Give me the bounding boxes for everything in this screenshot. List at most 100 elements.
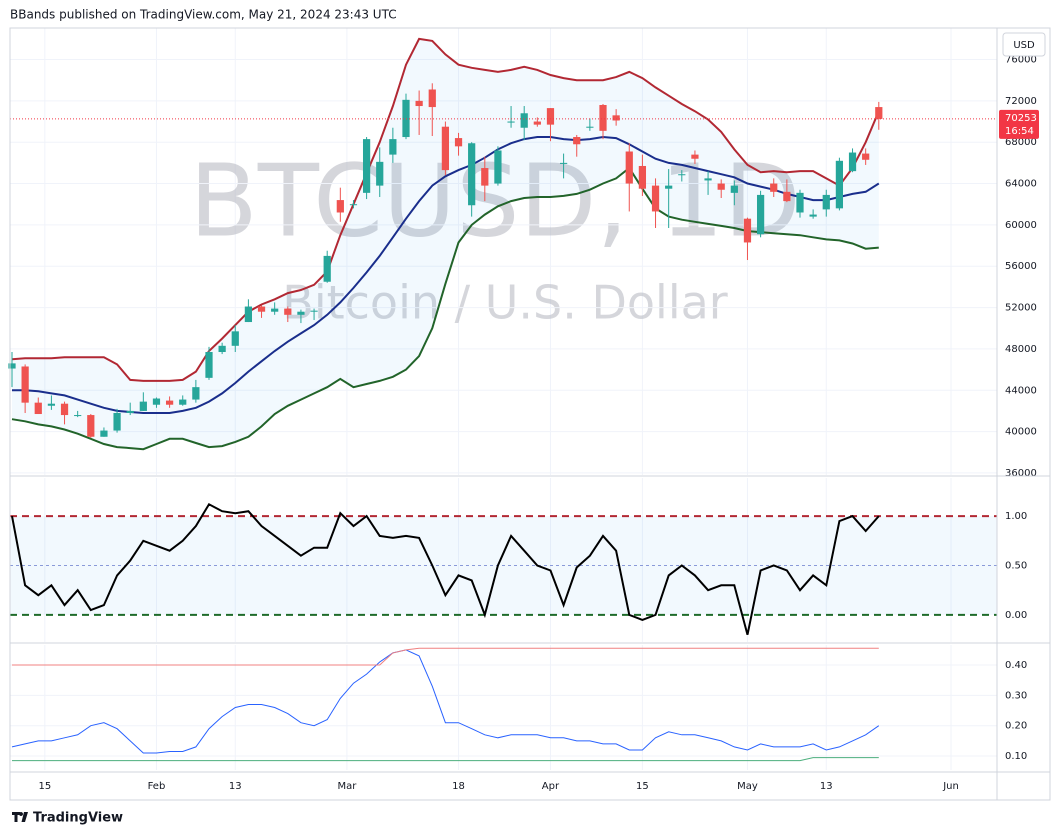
candle-body xyxy=(126,410,134,413)
candle-body xyxy=(691,154,699,159)
candle-body xyxy=(520,113,528,128)
candle-body xyxy=(559,162,568,164)
y-tick-label: 1.00 xyxy=(1005,511,1027,522)
candle-body xyxy=(323,255,331,282)
x-tick-label: Jun xyxy=(942,781,959,792)
y-tick-label: 44000 xyxy=(1005,385,1037,396)
frame xyxy=(9,27,1051,801)
candle-body xyxy=(586,126,594,128)
candle-body xyxy=(770,183,778,192)
last-price-label: 70253 xyxy=(1005,113,1037,124)
candle-body xyxy=(113,412,121,431)
candle-body xyxy=(244,306,253,323)
candle-body xyxy=(533,121,541,125)
candle-body xyxy=(743,218,752,243)
candle-body xyxy=(376,161,384,186)
candle-body xyxy=(481,168,489,186)
y-tick-label: 48000 xyxy=(1005,344,1037,355)
candle-body xyxy=(100,430,108,437)
candle-body xyxy=(507,121,515,123)
candle-body xyxy=(389,139,397,155)
x-tick-label: Feb xyxy=(148,781,166,792)
y-tick-label: 72000 xyxy=(1005,96,1037,107)
band-line xyxy=(11,166,879,451)
candle-body xyxy=(34,402,42,415)
candle-body xyxy=(848,152,857,172)
footer-logo xyxy=(12,812,28,822)
candle-body xyxy=(336,200,344,213)
candle-body xyxy=(192,387,200,400)
candle-body xyxy=(349,204,358,206)
y-tick-label: 0.10 xyxy=(1005,751,1027,762)
y-tick-label: 68000 xyxy=(1005,137,1037,148)
candle-body xyxy=(796,192,804,213)
candle-body xyxy=(74,415,82,417)
footer-brand[interactable]: TradingView xyxy=(33,811,123,826)
candle-body xyxy=(310,310,318,312)
indicator-line xyxy=(11,502,880,635)
candle-body xyxy=(875,107,883,119)
y-tick-label: 76000 xyxy=(1005,55,1037,66)
x-tick-label: 13 xyxy=(229,781,242,792)
candle-body xyxy=(546,108,555,125)
candle-body xyxy=(179,399,187,405)
x-tick-label: 18 xyxy=(452,781,465,792)
indicator-line xyxy=(12,647,879,666)
candle-body xyxy=(21,366,29,403)
band-line xyxy=(12,135,880,414)
currency-box[interactable] xyxy=(1002,32,1046,57)
band-line xyxy=(11,37,880,382)
x-tick-label: 15 xyxy=(636,781,649,792)
candle-body xyxy=(284,308,292,315)
candle-body xyxy=(257,306,266,312)
candle-body xyxy=(783,191,791,202)
y-tick-label: 60000 xyxy=(1005,220,1037,231)
candle-body xyxy=(599,104,607,131)
band-fill xyxy=(12,38,879,450)
x-tick-label: Mar xyxy=(337,781,357,792)
x-tick-label: 15 xyxy=(38,781,51,792)
candle-body xyxy=(651,185,660,212)
candle-body xyxy=(665,185,673,189)
candle-body xyxy=(494,150,502,184)
candle-body xyxy=(362,139,371,193)
candle-body xyxy=(717,183,725,190)
candle-body xyxy=(8,363,16,369)
y-tick-label: 56000 xyxy=(1005,261,1037,272)
candle-body xyxy=(625,151,633,184)
candle-body xyxy=(60,403,69,416)
candle-body xyxy=(730,185,738,193)
y-tick-label: 36000 xyxy=(1005,468,1037,479)
candle-body xyxy=(809,214,817,217)
candle-body xyxy=(428,89,436,108)
x-tick-label: May xyxy=(737,781,758,792)
currency[interactable]: USD xyxy=(1013,40,1035,51)
candle-body xyxy=(231,331,239,346)
candle-body xyxy=(468,143,476,206)
candle-body xyxy=(441,126,450,171)
candle-body xyxy=(47,403,56,406)
y-tick-label: 0.00 xyxy=(1005,610,1027,621)
candle-body xyxy=(454,138,463,147)
y-tick-label: 0.40 xyxy=(1005,660,1027,671)
x-tick-label: 13 xyxy=(820,781,833,792)
indicator-line xyxy=(12,757,879,762)
y-tick-label: 64000 xyxy=(1005,179,1037,190)
candle-body xyxy=(612,115,620,121)
y-tick-label: 52000 xyxy=(1005,303,1037,314)
candle-body xyxy=(835,160,844,209)
indicator-line xyxy=(11,649,880,754)
candle-body xyxy=(573,137,581,145)
candle-body xyxy=(822,194,830,210)
candle-body xyxy=(862,153,870,160)
candle-body xyxy=(678,174,686,176)
countdown-label: 16:54 xyxy=(1005,126,1034,137)
candle-body xyxy=(756,194,765,235)
candle-body xyxy=(297,311,305,315)
y-tick-label: 0.20 xyxy=(1005,721,1027,732)
candle-body xyxy=(638,165,647,189)
y-tick-label: 0.50 xyxy=(1005,561,1027,572)
